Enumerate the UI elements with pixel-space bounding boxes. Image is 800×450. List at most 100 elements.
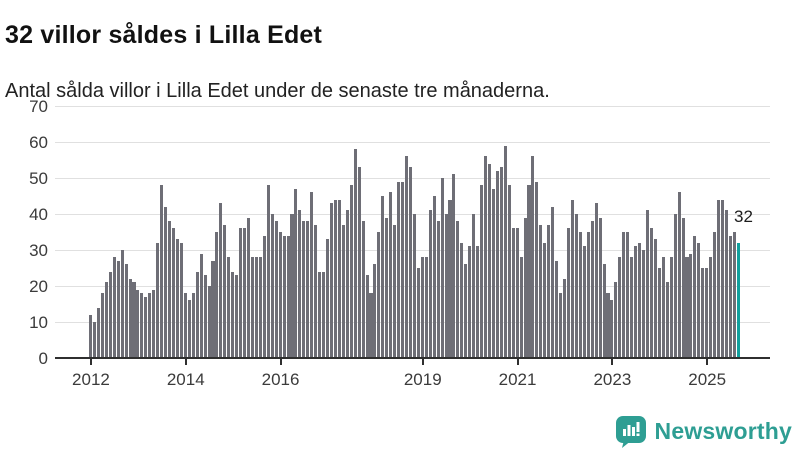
x-axis-tick xyxy=(421,359,424,365)
x-axis-tick xyxy=(279,359,282,365)
bar xyxy=(310,192,314,358)
bar xyxy=(104,282,108,358)
bar xyxy=(294,188,298,358)
bar xyxy=(223,224,227,358)
bar xyxy=(401,181,405,358)
bar xyxy=(302,221,306,358)
bar xyxy=(136,289,140,358)
bar xyxy=(602,264,606,358)
bar xyxy=(148,293,152,358)
bar xyxy=(610,300,614,358)
bar xyxy=(527,185,531,358)
bar xyxy=(108,271,112,358)
bar xyxy=(499,167,503,358)
bar xyxy=(187,300,191,358)
bar xyxy=(195,271,199,358)
bar xyxy=(681,217,685,358)
y-axis-label: 70 xyxy=(29,96,48,116)
x-axis-label: 2016 xyxy=(261,370,300,389)
bar xyxy=(412,214,416,358)
bar xyxy=(274,221,278,358)
bar xyxy=(638,242,642,358)
bar xyxy=(298,210,302,358)
y-axis-label: 10 xyxy=(29,312,48,332)
bar xyxy=(693,235,697,358)
highlighted-bar xyxy=(736,242,740,358)
bar xyxy=(286,235,290,358)
bar xyxy=(239,228,243,358)
bar xyxy=(480,185,484,358)
x-axis-tick xyxy=(706,359,709,365)
gridline xyxy=(55,285,770,287)
bar xyxy=(586,232,590,358)
bar xyxy=(515,228,519,358)
x-axis-tick xyxy=(89,359,92,365)
bar xyxy=(582,246,586,358)
bar xyxy=(215,232,219,358)
newsworthy-logo: Newsworthy xyxy=(615,414,792,448)
bar xyxy=(657,268,661,358)
bar xyxy=(649,228,653,358)
bar xyxy=(491,188,495,358)
bar xyxy=(460,242,464,358)
bar xyxy=(247,217,251,358)
newsworthy-bubble-chart-icon xyxy=(615,414,648,448)
bar xyxy=(266,185,270,358)
bar xyxy=(452,174,456,358)
bar xyxy=(207,286,211,358)
bar xyxy=(389,192,393,358)
bar xyxy=(559,293,563,358)
x-axis-label: 2012 xyxy=(72,370,110,389)
bar xyxy=(318,271,322,358)
bar xyxy=(642,250,646,358)
bar xyxy=(590,221,594,358)
bar xyxy=(235,275,239,358)
bar xyxy=(717,199,721,358)
bar xyxy=(495,170,499,358)
bar xyxy=(697,242,701,358)
bar xyxy=(563,278,567,358)
gridline xyxy=(55,321,770,323)
bar xyxy=(511,228,515,358)
bar xyxy=(594,203,598,358)
bar xyxy=(243,228,247,358)
bar xyxy=(168,221,172,358)
bar xyxy=(713,232,717,358)
y-axis-label: 40 xyxy=(29,204,48,224)
bar xyxy=(622,232,626,358)
bar xyxy=(385,217,389,358)
bar xyxy=(456,221,460,358)
y-axis-label: 0 xyxy=(38,348,48,368)
bar xyxy=(381,196,385,358)
bar xyxy=(487,163,492,358)
bar xyxy=(634,246,638,358)
bar xyxy=(171,228,176,358)
bar xyxy=(353,149,357,358)
bar xyxy=(606,293,610,358)
x-axis-tick xyxy=(611,359,614,365)
bar xyxy=(645,210,650,358)
bar xyxy=(598,217,602,358)
page-title: 32 villor såldes i Lilla Edet xyxy=(5,20,323,49)
bar xyxy=(361,221,365,358)
bar xyxy=(566,228,571,358)
x-axis-label: 2014 xyxy=(166,370,205,389)
bar xyxy=(191,293,195,358)
bar xyxy=(661,257,665,358)
bar xyxy=(219,203,223,358)
bar xyxy=(270,214,274,358)
bar xyxy=(92,322,97,358)
bar xyxy=(578,232,582,358)
bar xyxy=(357,167,361,358)
bar xyxy=(685,257,689,358)
bar xyxy=(179,242,183,358)
gridline xyxy=(55,105,770,107)
bar xyxy=(618,257,622,358)
x-axis-label: 2023 xyxy=(593,370,632,389)
bar xyxy=(254,257,258,358)
bar xyxy=(531,156,535,358)
bar xyxy=(199,253,203,358)
bar xyxy=(333,199,337,358)
bar xyxy=(262,235,266,358)
bar xyxy=(231,271,235,358)
